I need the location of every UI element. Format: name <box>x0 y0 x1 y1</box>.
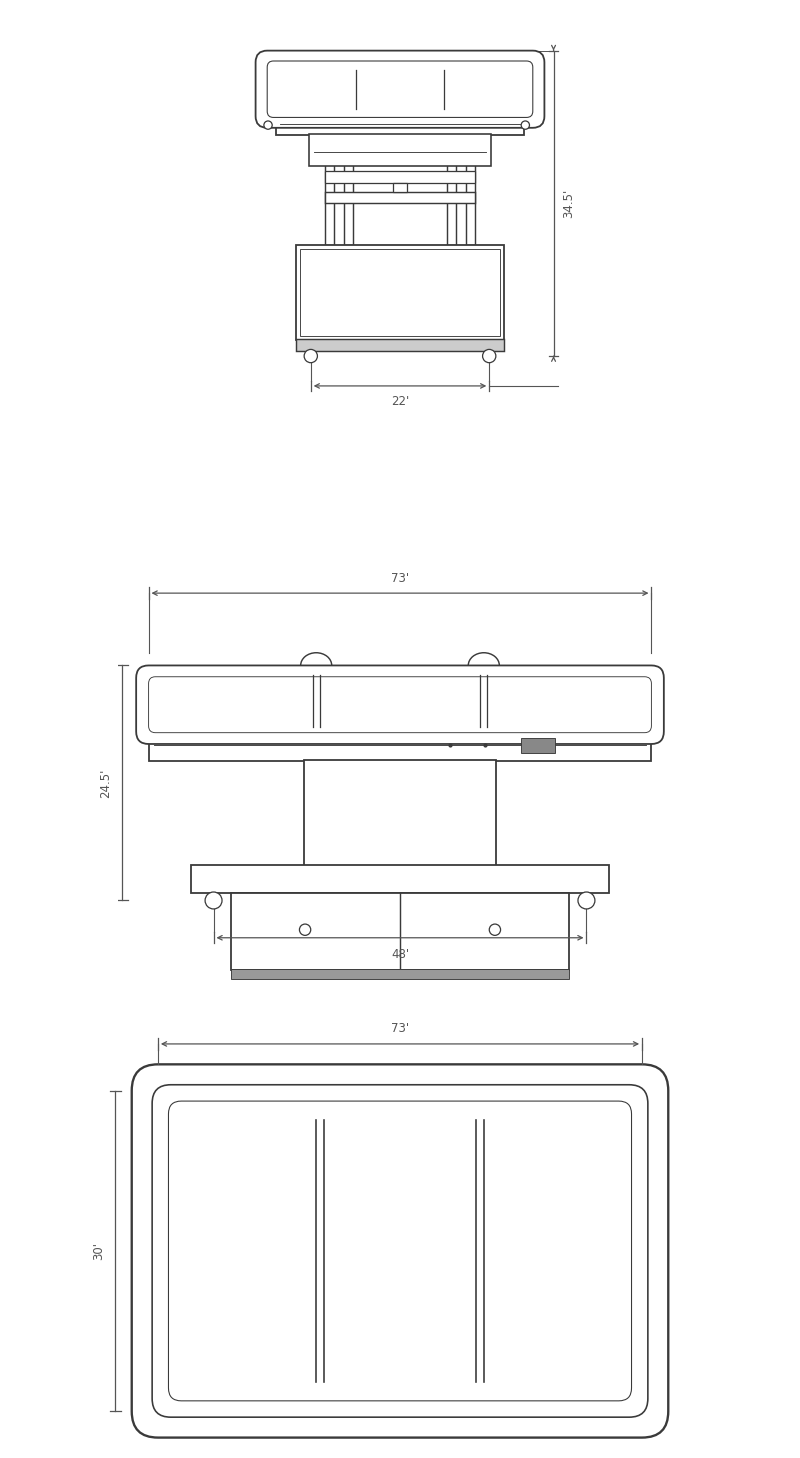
Circle shape <box>482 350 496 363</box>
FancyBboxPatch shape <box>132 1064 668 1438</box>
Bar <box>296 245 504 340</box>
Bar <box>447 134 457 245</box>
Bar <box>521 738 554 752</box>
Bar <box>325 171 475 182</box>
Bar <box>325 191 475 203</box>
Circle shape <box>264 121 272 130</box>
FancyBboxPatch shape <box>267 61 533 118</box>
FancyBboxPatch shape <box>255 51 545 128</box>
Bar <box>466 134 475 245</box>
Text: 48': 48' <box>391 948 409 961</box>
Bar <box>309 134 491 166</box>
Text: 73': 73' <box>391 1022 409 1035</box>
Text: 34.5': 34.5' <box>562 188 576 217</box>
Circle shape <box>521 121 530 130</box>
Bar <box>301 249 499 337</box>
Bar <box>149 730 651 761</box>
Circle shape <box>578 892 595 908</box>
FancyBboxPatch shape <box>152 1085 648 1417</box>
Bar <box>275 115 525 136</box>
Text: 73': 73' <box>391 572 409 585</box>
Circle shape <box>205 892 222 908</box>
Circle shape <box>299 924 310 936</box>
Text: 22': 22' <box>391 395 409 408</box>
Bar <box>230 970 570 978</box>
Bar <box>343 134 353 245</box>
Bar <box>230 892 570 970</box>
Text: 24.5': 24.5' <box>99 768 112 798</box>
FancyBboxPatch shape <box>136 665 664 744</box>
Bar <box>393 182 407 191</box>
Circle shape <box>490 924 501 936</box>
FancyBboxPatch shape <box>149 677 651 733</box>
Bar <box>325 134 334 245</box>
Bar <box>296 340 504 351</box>
FancyBboxPatch shape <box>169 1101 631 1401</box>
Text: 30': 30' <box>92 1242 105 1260</box>
Bar <box>191 866 609 892</box>
Circle shape <box>304 350 318 363</box>
Bar <box>304 760 496 868</box>
